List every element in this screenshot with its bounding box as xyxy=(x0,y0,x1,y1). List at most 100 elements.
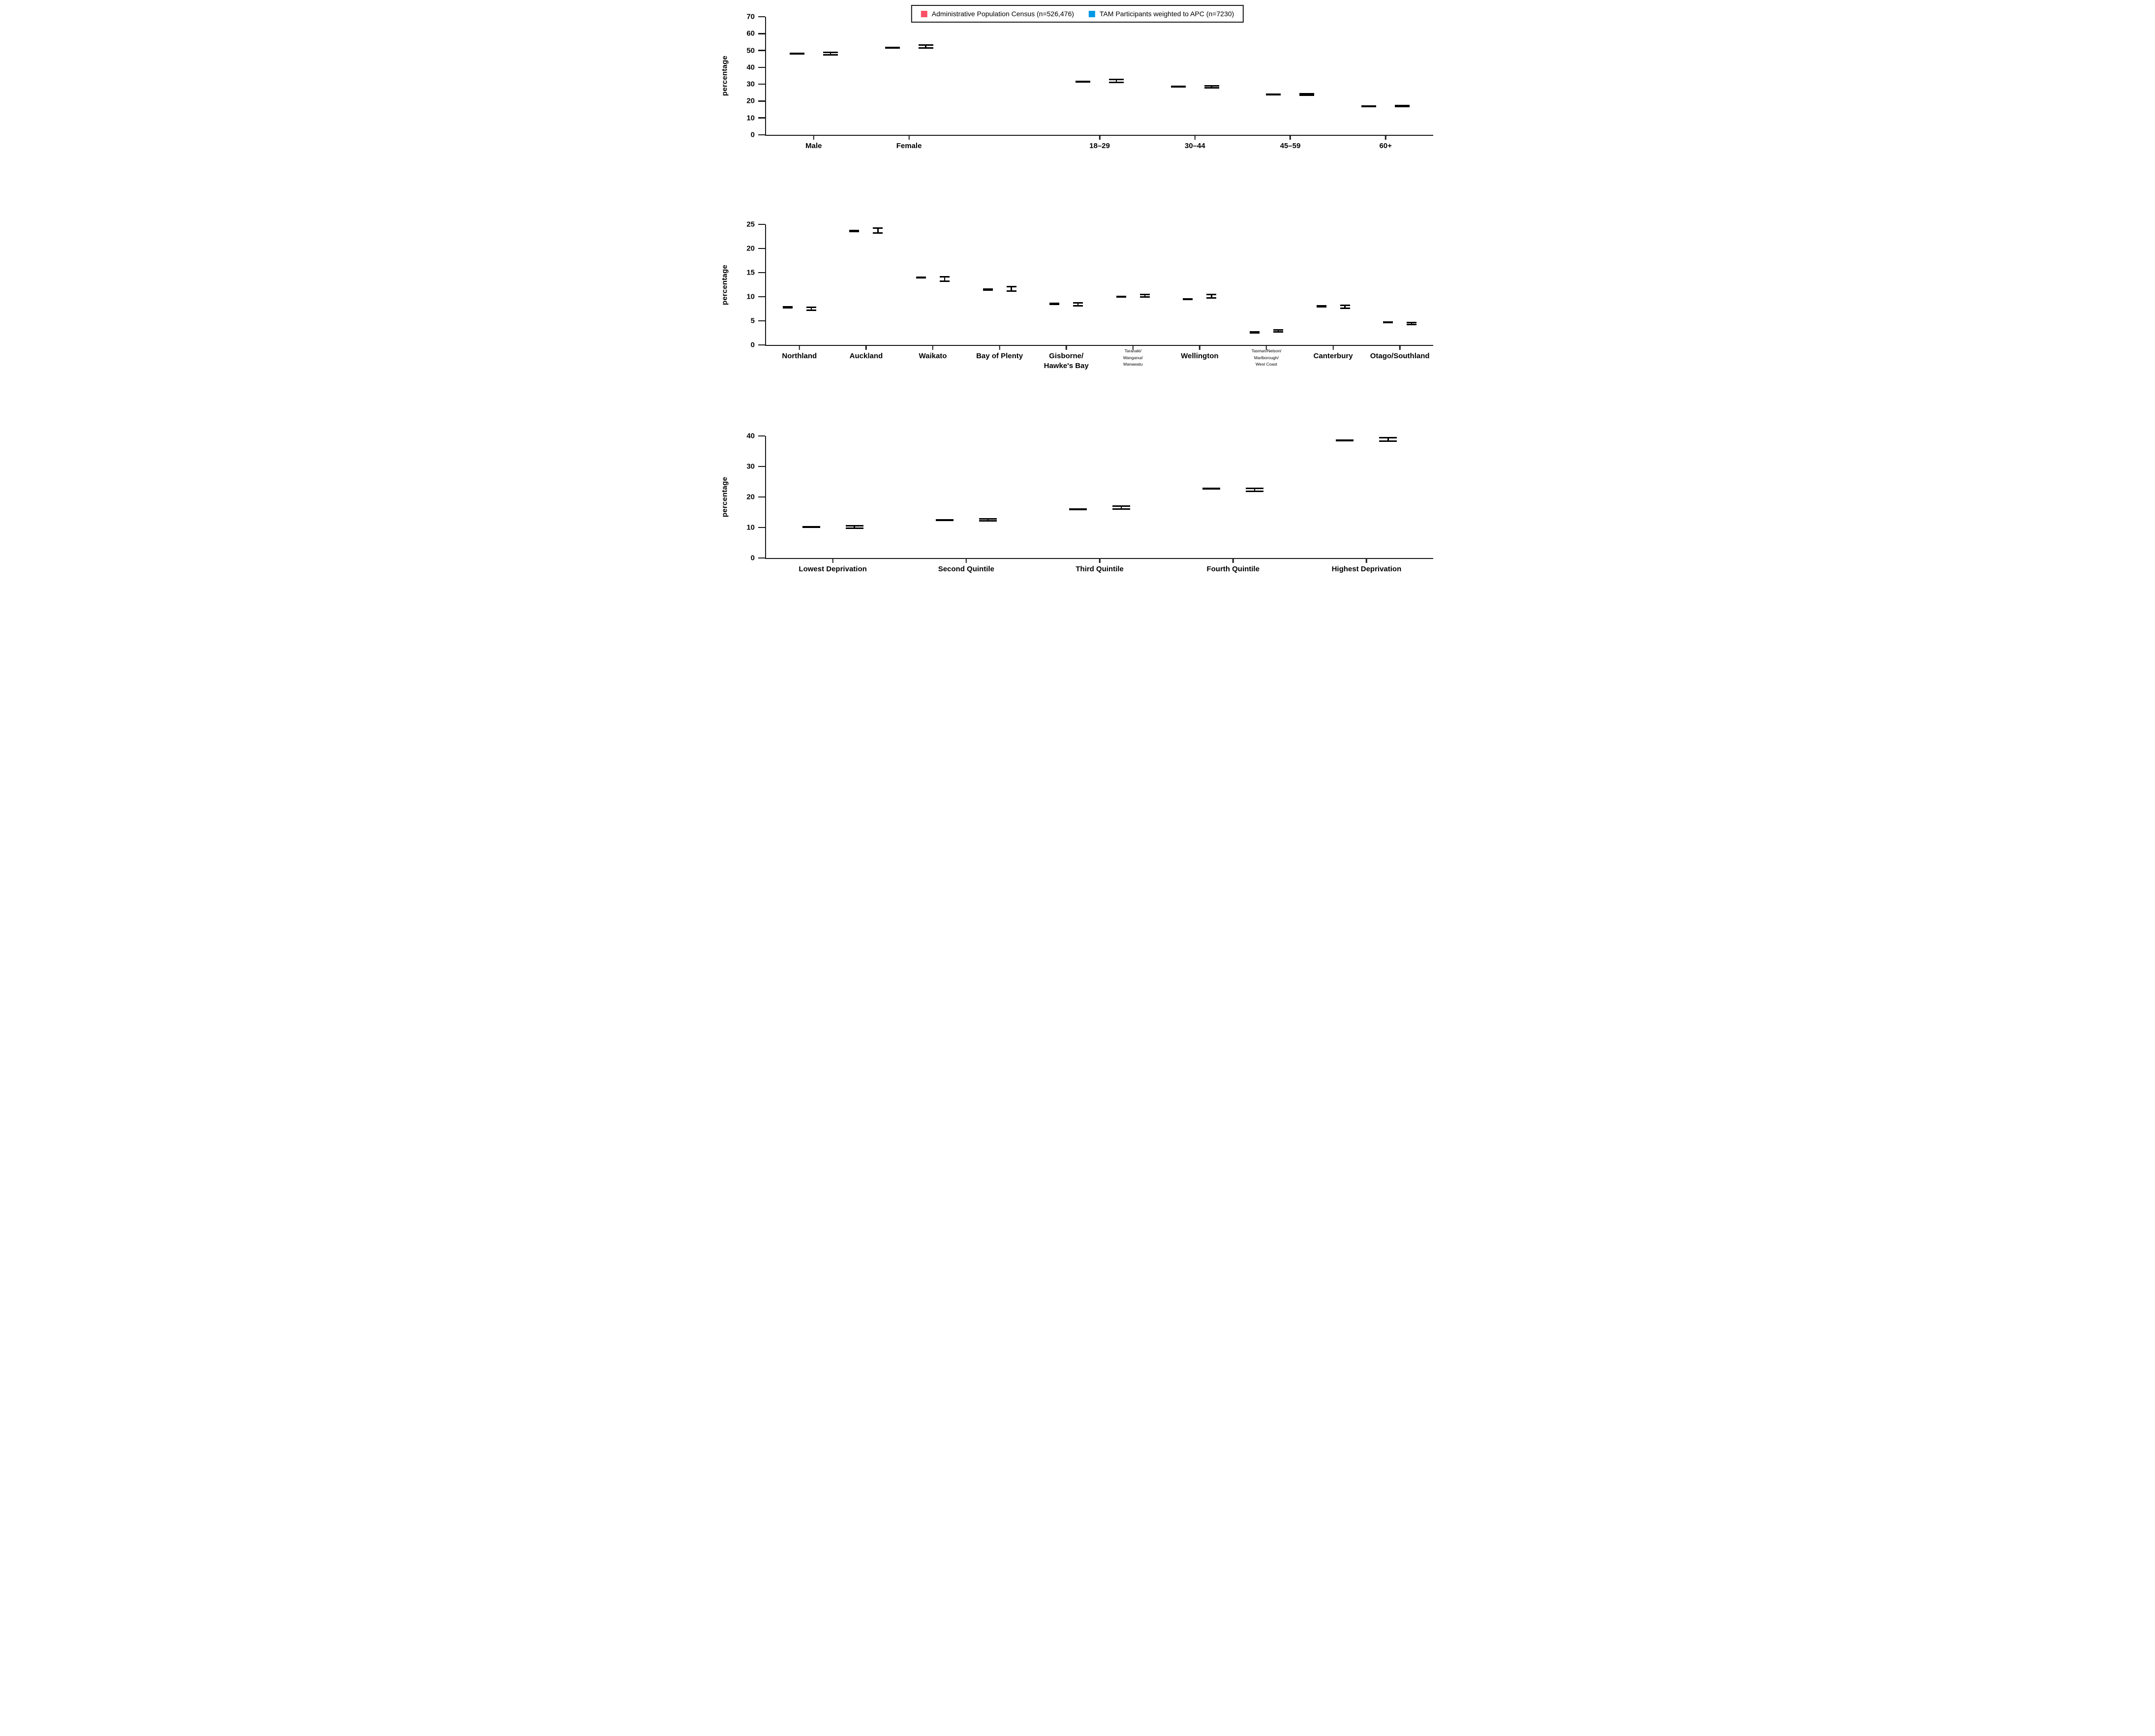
x-tick-highest-deprivation xyxy=(1366,558,1367,563)
error-bar-part xyxy=(916,276,926,278)
panel-deprivation: percentage 0 10 20 30 40 Lowest Deprivation Sec… xyxy=(721,432,1433,573)
error-bar-part xyxy=(916,277,926,279)
x-tick-lowest-deprivation xyxy=(832,558,833,563)
error-bar-tam-45-59 xyxy=(1299,93,1315,96)
error-bar-apc-gisborne xyxy=(1049,303,1060,305)
error-bar-part xyxy=(854,526,855,528)
x-tick-gisborne xyxy=(1065,345,1067,350)
y-tick-label-region-20: 20 xyxy=(746,244,755,253)
x-label-18-29: 18–29 xyxy=(1089,142,1110,150)
error-bar-part xyxy=(1077,303,1079,306)
panel-sex-and-age: percentage 0 10 20 30 40 50 60 70 Male Female 18–29… xyxy=(721,13,1433,150)
y-tick-sex-and-age-70 xyxy=(758,16,765,18)
error-bar-part xyxy=(1069,508,1087,510)
error-bar-part xyxy=(1116,295,1126,297)
error-bar-part xyxy=(885,47,900,49)
y-tick-label-sex-and-age-60: 60 xyxy=(746,29,755,38)
error-bar-part xyxy=(939,276,950,278)
bar-group-45-59: 45–59 xyxy=(1243,17,1338,150)
error-bar-part xyxy=(1379,440,1397,442)
x-label-waikato: Waikato xyxy=(919,352,947,360)
error-bar-apc-waikato xyxy=(916,276,926,279)
legend-label-tam: TAM Participants weighted to APC (n=7230… xyxy=(1099,10,1234,18)
plot-region: percentage 0 5 10 15 20 25 Northland Auckland Wai… xyxy=(721,220,1433,370)
error-bar-part xyxy=(802,527,820,528)
y-tick-sex-and-age-20 xyxy=(758,100,765,102)
y-tick-label-sex-and-age-20: 20 xyxy=(746,96,755,105)
error-bar-part xyxy=(1183,298,1193,300)
y-tick-region-10 xyxy=(758,296,765,298)
bar-group-bay-of-plenty: Bay of Plenty xyxy=(966,224,1033,360)
error-bar-part xyxy=(1144,294,1146,297)
error-bar-part xyxy=(944,277,946,281)
bar-group-otago-southland: Otago/Southland xyxy=(1366,224,1433,360)
bar-group-wellington: Wellington xyxy=(1167,224,1233,360)
plot-deprivation: percentage 0 10 20 30 40 Lowest Deprivation Sec… xyxy=(721,432,1433,573)
error-bar-part xyxy=(1361,105,1377,107)
error-bar-part xyxy=(1139,296,1150,298)
x-label-second-quintile: Second Quintile xyxy=(938,565,994,573)
y-tick-region-15 xyxy=(758,272,765,274)
error-bar-part xyxy=(849,230,860,232)
y-tick-label-region-5: 5 xyxy=(750,316,755,325)
error-bar-part xyxy=(1273,331,1283,333)
y-tick-sex-and-age-40 xyxy=(758,66,765,68)
error-bar-part xyxy=(806,310,816,311)
error-bar-apc-taranaki xyxy=(1116,295,1126,298)
error-bar-part xyxy=(1306,93,1308,95)
error-bar-part xyxy=(983,288,993,290)
x-label-45-59: 45–59 xyxy=(1280,142,1301,150)
x-tick-wellington xyxy=(1199,345,1201,350)
bar-group-female: Female xyxy=(862,17,957,150)
error-bar-part xyxy=(1336,440,1354,442)
error-bar-part xyxy=(1411,322,1413,325)
error-bar-apc-fourth-quintile xyxy=(1202,487,1221,490)
error-bar-part xyxy=(1266,93,1281,95)
error-bar-part xyxy=(939,280,950,282)
bar-group-60: 60+ xyxy=(1338,17,1433,150)
legend-label-apc: Administrative Population Census (n=526,… xyxy=(931,10,1074,18)
error-bar-apc-tasman-nelson xyxy=(1249,331,1260,334)
error-bar-part xyxy=(983,289,993,291)
error-bar-part xyxy=(849,231,860,233)
error-bar-part xyxy=(925,45,926,48)
error-bar-part xyxy=(877,228,879,233)
error-bar-part xyxy=(1395,104,1410,106)
x-tick-60 xyxy=(1385,135,1386,140)
bar-group-gisborne: Gisborne/ Hawke's Bay xyxy=(1033,224,1100,370)
x-label-tasman-nelson: Tasman/Nelson/ Marlborough/ West Coast xyxy=(1251,348,1282,367)
error-bar-apc-otago-southland xyxy=(1383,321,1393,324)
error-bar-tam-third-quintile xyxy=(1112,505,1130,510)
y-tick-deprivation-0 xyxy=(758,557,765,559)
x-tick-second-quintile xyxy=(965,558,967,563)
bar-groups-deprivation: Lowest Deprivation Second Quintile Third Q… xyxy=(766,436,1433,573)
y-tick-sex-and-age-0 xyxy=(758,134,765,136)
error-bar-tam-second-quintile xyxy=(979,518,997,522)
figure-population-comparison-charts: Administrative Population Census (n=526,… xyxy=(718,0,1437,579)
error-bar-tam-fourth-quintile xyxy=(1246,488,1264,493)
error-bar-part xyxy=(1340,308,1350,310)
error-bar-tam-taranaki xyxy=(1139,293,1150,298)
y-tick-label-sex-and-age-10: 10 xyxy=(746,114,755,123)
x-label-lowest-deprivation: Lowest Deprivation xyxy=(799,565,867,573)
y-axis-title-region: percentage xyxy=(720,264,729,305)
y-tick-label-region-10: 10 xyxy=(746,292,755,301)
x-label-male: Male xyxy=(805,142,822,150)
y-tick-label-region-25: 25 xyxy=(746,220,755,229)
error-bar-part xyxy=(918,44,933,46)
plot-sex-and-age: percentage 0 10 20 30 40 50 60 70 Male Female 18–29… xyxy=(721,13,1433,150)
error-bar-part xyxy=(1246,491,1264,493)
error-bar-tam-lowest-deprivation xyxy=(845,525,863,529)
x-label-taranaki: Taranaki/ Wanganui/ Manawatu xyxy=(1123,348,1143,367)
y-tick-region-20 xyxy=(758,248,765,249)
error-bar-part xyxy=(1211,86,1212,88)
error-bar-part xyxy=(1076,81,1091,83)
error-bar-tam-female xyxy=(918,44,933,49)
error-bar-part xyxy=(1387,437,1389,441)
x-label-highest-deprivation: Highest Deprivation xyxy=(1331,565,1402,573)
y-tick-region-0 xyxy=(758,344,765,346)
error-bar-part xyxy=(1073,305,1083,307)
error-bar-part xyxy=(1299,94,1315,96)
error-bar-part xyxy=(979,520,997,522)
error-bar-part xyxy=(1112,505,1130,507)
